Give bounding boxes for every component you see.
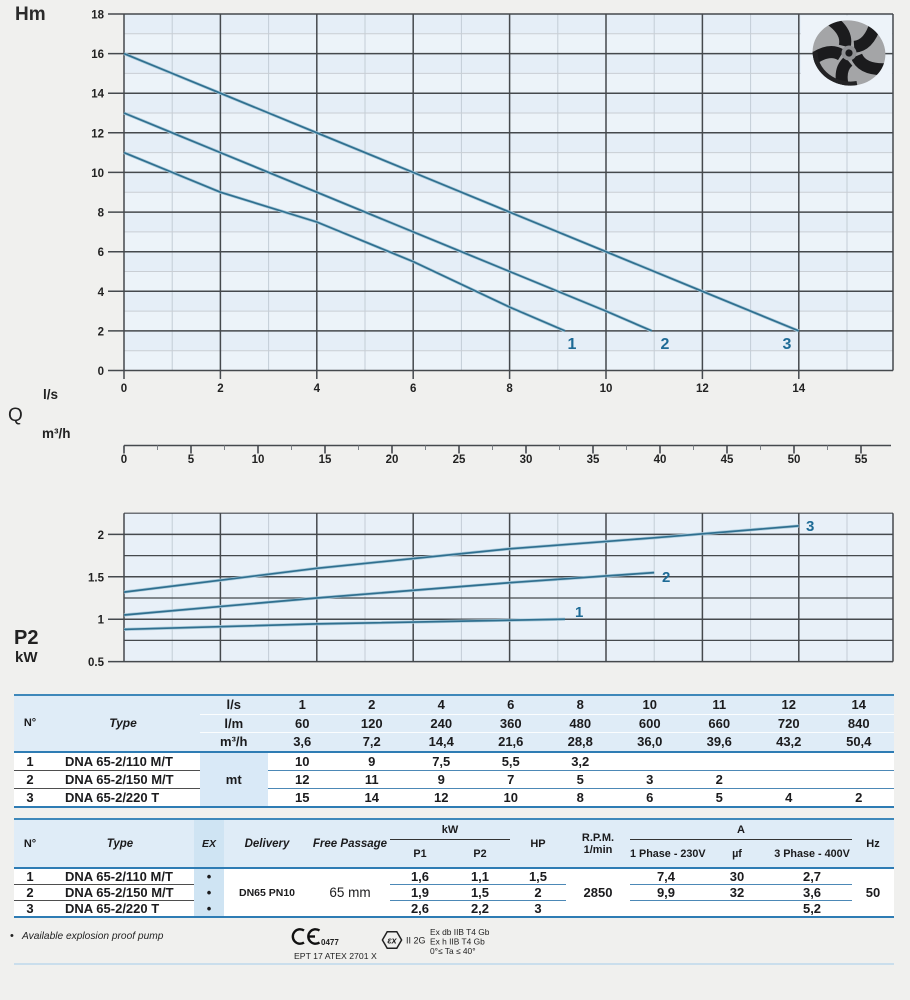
svg-text:l/s: l/s [43, 387, 58, 402]
svg-text:10: 10 [252, 454, 265, 466]
svg-text:15: 15 [319, 454, 332, 466]
svg-text:8: 8 [98, 208, 105, 220]
svg-text:kW: kW [15, 649, 38, 666]
svg-text:2: 2 [98, 530, 104, 542]
svg-text:30: 30 [520, 454, 533, 466]
svg-text:3: 3 [783, 336, 792, 353]
svg-text:P2: P2 [14, 627, 38, 649]
svg-text:Available explosion proof pump: Available explosion proof pump [21, 931, 164, 942]
svg-text:0: 0 [121, 383, 127, 395]
svg-text:1: 1 [568, 336, 577, 353]
svg-text:0.5: 0.5 [88, 657, 105, 669]
svg-text:0: 0 [121, 454, 127, 466]
svg-text:25: 25 [453, 454, 466, 466]
svg-text:12: 12 [91, 128, 104, 140]
svg-text:6: 6 [98, 247, 104, 259]
svg-text:Q: Q [8, 405, 23, 426]
svg-text:0°≤ Ta ≤ 40°: 0°≤ Ta ≤ 40° [430, 946, 476, 956]
svg-text:3: 3 [806, 518, 814, 535]
svg-text:16: 16 [91, 49, 104, 61]
svg-text:0477: 0477 [321, 938, 339, 947]
svg-text:1: 1 [575, 604, 583, 621]
svg-text:4: 4 [98, 287, 105, 299]
svg-text:Ex h IIB T4 Gb: Ex h IIB T4 Gb [430, 937, 485, 947]
svg-text:1.5: 1.5 [88, 572, 105, 584]
svg-text:10: 10 [91, 168, 104, 180]
svg-text:40: 40 [654, 454, 667, 466]
svg-text:•: • [10, 930, 14, 942]
svg-text:m³/h: m³/h [42, 426, 71, 441]
svg-text:45: 45 [721, 454, 734, 466]
svg-text:5: 5 [188, 454, 195, 466]
svg-text:Hm: Hm [15, 4, 46, 25]
svg-text:εx: εx [387, 935, 397, 945]
svg-text:10: 10 [600, 383, 613, 395]
svg-text:55: 55 [855, 454, 868, 466]
svg-text:0: 0 [98, 366, 104, 378]
svg-text:14: 14 [792, 383, 805, 395]
svg-text:8: 8 [506, 383, 513, 395]
svg-text:Ex db IIB T4 Gb: Ex db IIB T4 Gb [430, 927, 490, 937]
svg-text:50: 50 [788, 454, 801, 466]
svg-text:2: 2 [217, 383, 223, 395]
svg-text:14: 14 [91, 89, 104, 101]
svg-text:II 2G: II 2G [406, 936, 426, 946]
svg-text:EPT 17 ATEX 2701 X: EPT 17 ATEX 2701 X [294, 951, 377, 961]
svg-text:18: 18 [91, 10, 104, 22]
svg-text:2: 2 [98, 326, 104, 338]
svg-text:1: 1 [98, 615, 105, 627]
svg-text:35: 35 [587, 454, 600, 466]
svg-text:2: 2 [662, 569, 670, 586]
svg-text:2: 2 [661, 336, 670, 353]
svg-text:6: 6 [410, 383, 416, 395]
svg-text:4: 4 [314, 383, 321, 395]
svg-text:12: 12 [696, 383, 709, 395]
svg-text:20: 20 [386, 454, 399, 466]
